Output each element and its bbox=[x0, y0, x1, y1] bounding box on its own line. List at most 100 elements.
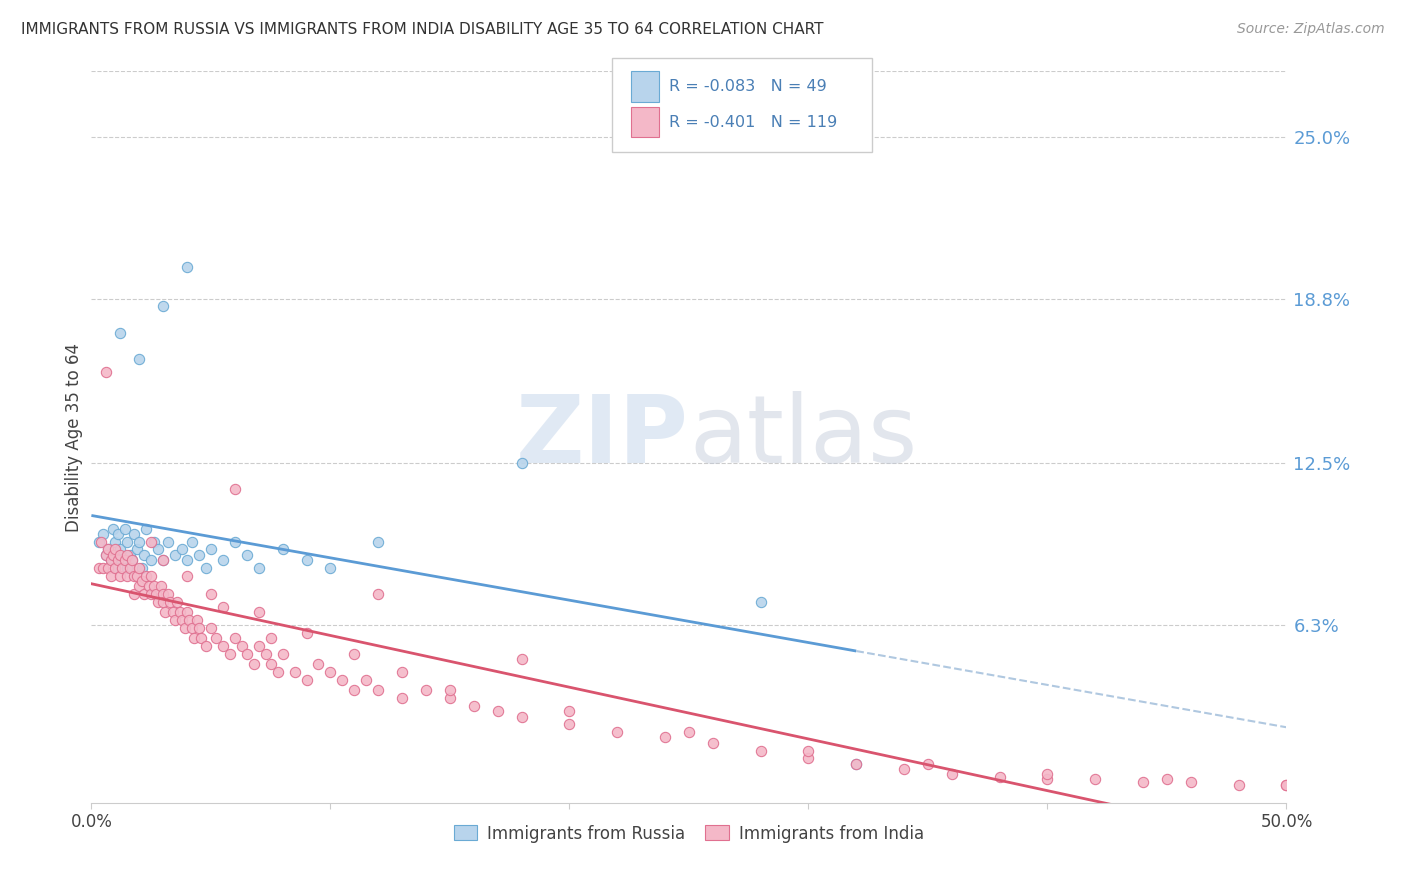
Point bbox=[195, 560, 218, 574]
Point bbox=[211, 639, 233, 653]
Point bbox=[1036, 772, 1059, 787]
Point bbox=[114, 553, 136, 567]
Legend: Immigrants from Russia, Immigrants from India: Immigrants from Russia, Immigrants from … bbox=[447, 818, 931, 849]
Point bbox=[115, 560, 138, 574]
Point bbox=[108, 568, 131, 582]
Point bbox=[224, 483, 246, 497]
Point bbox=[108, 326, 131, 340]
Point bbox=[118, 548, 141, 562]
Point bbox=[510, 652, 533, 666]
Point bbox=[176, 568, 198, 582]
Point bbox=[97, 542, 120, 557]
Point bbox=[142, 534, 165, 549]
Point bbox=[166, 594, 188, 608]
Point bbox=[307, 657, 329, 672]
Point bbox=[162, 605, 184, 619]
Point bbox=[124, 568, 146, 582]
Point bbox=[259, 657, 281, 672]
Point bbox=[284, 665, 307, 680]
Point bbox=[152, 553, 174, 567]
Point bbox=[1156, 772, 1178, 787]
Point bbox=[87, 534, 110, 549]
Point bbox=[128, 351, 150, 366]
Point bbox=[87, 560, 110, 574]
Point bbox=[439, 691, 461, 706]
Point bbox=[121, 553, 143, 567]
Point bbox=[149, 579, 172, 593]
Point bbox=[204, 632, 226, 646]
Point bbox=[200, 587, 222, 601]
Point bbox=[247, 605, 270, 619]
Point bbox=[354, 673, 377, 687]
Point bbox=[678, 725, 700, 739]
Point bbox=[319, 665, 342, 680]
Point bbox=[93, 526, 114, 541]
Point bbox=[247, 639, 270, 653]
Point bbox=[195, 639, 218, 653]
Point bbox=[176, 605, 198, 619]
Point bbox=[135, 568, 157, 582]
Point bbox=[90, 534, 112, 549]
Point bbox=[124, 587, 146, 601]
Point bbox=[93, 560, 114, 574]
Point bbox=[391, 665, 413, 680]
Point bbox=[367, 683, 389, 698]
Point bbox=[211, 553, 233, 567]
Point bbox=[101, 521, 124, 535]
Point bbox=[104, 534, 127, 549]
Point bbox=[917, 756, 939, 771]
Point bbox=[797, 751, 820, 765]
Point bbox=[142, 579, 165, 593]
Point bbox=[295, 553, 318, 567]
Point bbox=[152, 587, 174, 601]
Point bbox=[101, 548, 124, 562]
Point bbox=[132, 587, 155, 601]
Point bbox=[148, 594, 170, 608]
Point bbox=[749, 594, 772, 608]
Point bbox=[141, 587, 162, 601]
Point bbox=[141, 568, 162, 582]
Point bbox=[118, 560, 141, 574]
Point bbox=[159, 594, 181, 608]
Point bbox=[295, 626, 318, 640]
Point bbox=[200, 621, 222, 635]
Point bbox=[104, 542, 127, 557]
Point bbox=[100, 553, 122, 567]
Point bbox=[128, 560, 150, 574]
Point bbox=[332, 673, 354, 687]
Point bbox=[343, 647, 366, 661]
Point bbox=[893, 762, 915, 776]
Point bbox=[172, 613, 194, 627]
Point bbox=[180, 534, 202, 549]
Point bbox=[211, 599, 233, 614]
Point bbox=[319, 560, 342, 574]
Text: ZIP: ZIP bbox=[516, 391, 689, 483]
Point bbox=[107, 553, 129, 567]
Point bbox=[141, 534, 162, 549]
Point bbox=[1275, 778, 1298, 792]
Point bbox=[510, 709, 533, 723]
Point bbox=[148, 542, 170, 557]
Point bbox=[108, 548, 131, 562]
Point bbox=[415, 683, 437, 698]
Point bbox=[104, 560, 127, 574]
Point bbox=[163, 613, 186, 627]
Point bbox=[155, 605, 177, 619]
Point bbox=[187, 548, 211, 562]
Point bbox=[219, 647, 242, 661]
Point bbox=[224, 534, 246, 549]
Point bbox=[97, 542, 120, 557]
Point bbox=[558, 717, 581, 731]
Point bbox=[156, 587, 179, 601]
Point bbox=[152, 594, 174, 608]
Point bbox=[224, 632, 246, 646]
Point bbox=[845, 756, 868, 771]
Point bbox=[115, 568, 138, 582]
Point bbox=[367, 534, 389, 549]
Point bbox=[132, 548, 155, 562]
Text: atlas: atlas bbox=[689, 391, 917, 483]
Point bbox=[1084, 772, 1107, 787]
Y-axis label: Disability Age 35 to 64: Disability Age 35 to 64 bbox=[65, 343, 83, 532]
Point bbox=[190, 632, 212, 646]
Point bbox=[200, 542, 222, 557]
